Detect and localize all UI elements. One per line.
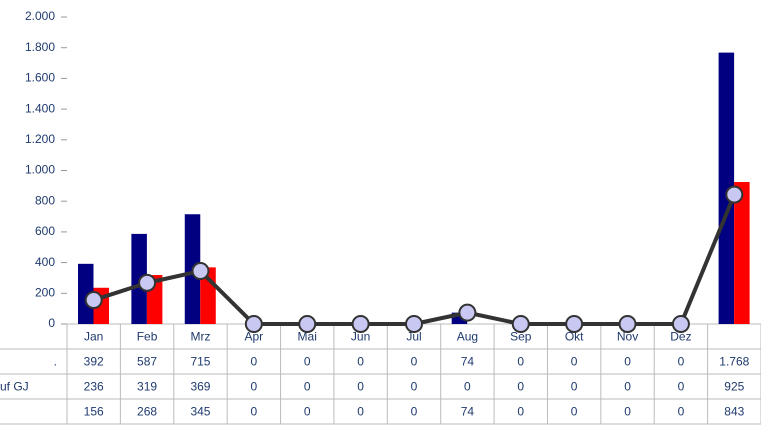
y-tick-label: 1.000 xyxy=(25,163,55,177)
table-value: 0 xyxy=(251,405,258,419)
x-tick-label: Sep xyxy=(510,330,532,344)
table-value: 345 xyxy=(190,405,210,419)
legend-label: . xyxy=(54,355,57,369)
table-value: 0 xyxy=(251,355,258,369)
x-tick-label: Okt xyxy=(565,330,584,344)
table-value: 0 xyxy=(464,380,471,394)
table-value: 0 xyxy=(571,355,578,369)
table-value: 0 xyxy=(678,405,685,419)
table-value: 0 xyxy=(411,405,418,419)
y-tick-label: 600 xyxy=(35,224,55,238)
bar xyxy=(718,52,735,324)
line-marker xyxy=(84,291,103,310)
y-tick-label: 200 xyxy=(35,285,55,299)
x-tick-label: Jun xyxy=(351,330,370,344)
y-tick-label: 2.000 xyxy=(25,9,55,23)
line-marker xyxy=(671,315,690,333)
table-value: 0 xyxy=(304,405,311,419)
bar xyxy=(734,182,750,324)
x-tick-label: Dez xyxy=(670,330,691,344)
table-value: 268 xyxy=(137,405,157,419)
line-marker xyxy=(244,315,263,333)
line-marker xyxy=(565,315,584,333)
y-tick-label: 400 xyxy=(35,255,55,269)
x-tick-label: Feb xyxy=(137,330,158,344)
table-value: 0 xyxy=(411,380,418,394)
table-value: 0 xyxy=(678,380,685,394)
table-value: 369 xyxy=(190,380,210,394)
y-tick-label: 1.800 xyxy=(25,40,55,54)
table-value: 0 xyxy=(678,355,685,369)
line-marker xyxy=(298,315,317,333)
table-value: 0 xyxy=(624,380,631,394)
x-tick-label: Jan xyxy=(84,330,103,344)
line-marker xyxy=(458,303,477,322)
line-marker xyxy=(138,273,157,292)
table-value: 1.768 xyxy=(719,355,749,369)
table-value: 0 xyxy=(304,380,311,394)
table-value: 843 xyxy=(724,405,744,419)
table-value: 0 xyxy=(357,405,364,419)
line-marker xyxy=(191,262,210,281)
bar xyxy=(78,263,94,324)
x-tick-label: Mrz xyxy=(190,330,210,344)
table-value: 0 xyxy=(357,380,364,394)
line-marker xyxy=(511,315,530,333)
table-value: 0 xyxy=(624,405,631,419)
line-marker xyxy=(618,315,637,333)
table-value: 0 xyxy=(251,380,258,394)
table-value: 0 xyxy=(357,355,364,369)
table-value: 392 xyxy=(84,355,104,369)
table-value: 236 xyxy=(84,380,104,394)
bar xyxy=(451,312,468,324)
table-value: 925 xyxy=(724,380,744,394)
table-value: 0 xyxy=(517,355,524,369)
y-tick-label: 1.400 xyxy=(25,101,55,115)
table-value: 74 xyxy=(461,355,475,369)
y-tick-label: 800 xyxy=(35,193,55,207)
line-marker xyxy=(351,315,370,333)
table-value: 74 xyxy=(461,405,475,419)
y-tick-label: 1.200 xyxy=(25,132,55,146)
table-value: 0 xyxy=(304,355,311,369)
table-value: 0 xyxy=(411,355,418,369)
table-value: 0 xyxy=(571,405,578,419)
line-marker xyxy=(405,315,423,333)
table-value: 587 xyxy=(137,355,157,369)
table-value: 715 xyxy=(190,355,210,369)
y-tick-label: 0 xyxy=(48,316,55,330)
table-value: 0 xyxy=(517,380,524,394)
x-tick-label: Aug xyxy=(457,330,478,344)
x-tick-label: Apr xyxy=(245,330,264,344)
x-tick-label: Jul xyxy=(406,330,421,344)
line-marker xyxy=(725,185,744,204)
legend-label: uf GJ xyxy=(0,380,29,394)
x-tick-label: Mai xyxy=(298,330,317,344)
y-tick-label: 1.600 xyxy=(25,71,55,85)
table-value: 0 xyxy=(571,380,578,394)
table-value: 156 xyxy=(84,405,104,419)
table-value: 319 xyxy=(137,380,157,394)
x-tick-label: Nov xyxy=(617,330,638,344)
table-value: 0 xyxy=(624,355,631,369)
table-value: 0 xyxy=(517,405,524,419)
